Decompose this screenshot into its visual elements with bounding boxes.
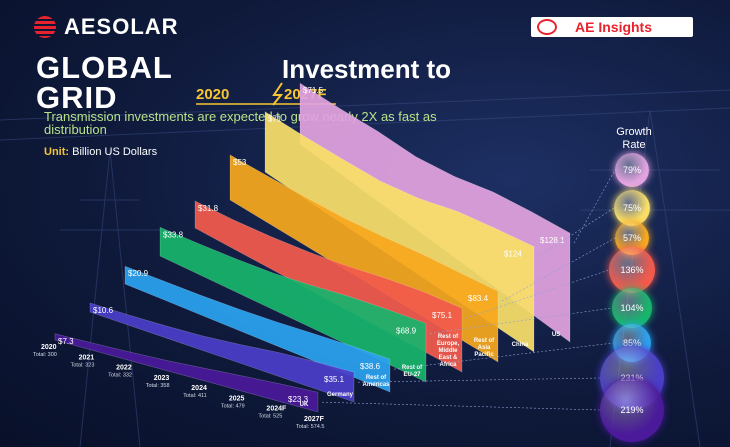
series-name-label: Rest of EU-27 [402,365,423,378]
growth-rate-ball: 75% [614,190,650,226]
growth-rate-title: Growth Rate [616,126,652,151]
insights-icon [537,19,557,35]
series-name-label: US [552,332,560,338]
growth-rate-ball: 79% [615,153,649,187]
end-value-label: $35.1 [324,375,345,384]
series-name-label: Rest of Europe, Middle East & Africa [437,334,460,368]
growth-rate-ball: 219% [600,378,664,442]
badge-label: AE Insights [575,19,653,35]
start-value-label: $20.9 [128,269,149,278]
growth-connector-line [465,269,610,319]
x-total-label: Total: 300 [33,352,57,358]
unit-label: Unit: [44,146,70,158]
series-germany: $10.6 $35.1 Germany [89,302,355,403]
x-total-label: Total: 358 [146,383,170,389]
growth-rate-ball: 136% [609,247,655,293]
growth-connector-line [501,237,616,302]
start-value-label: $33.8 [163,230,184,239]
brand-logo: AESOLAR [34,14,179,40]
start-value-label: $31.8 [198,204,219,213]
x-total-label: Total: 574.5 [296,424,324,430]
unit-line: Unit: Billion US Dollars [44,146,157,158]
x-tick-label: 2021 [79,354,95,361]
title-year-start: 2020 [196,86,230,103]
end-value-label: $68.9 [396,326,417,335]
end-value-label: $83.4 [468,294,489,303]
series-name-label: Rest of Americas [362,375,390,388]
x-tick-label: 2022 [116,365,132,372]
start-value-label: $53 [233,158,247,167]
title-grid: GRID [36,80,118,115]
series-area-rest-of-americas [124,265,391,393]
x-tick-label: 2024 [191,385,207,392]
x-total-label: Total: 332 [108,373,132,379]
series-area-germany [89,302,355,403]
series-name-label: Rest of Asia Pacific [474,338,495,358]
growth-connector-line [393,342,614,370]
x-total-label: Total: 525 [258,414,282,420]
title-investment: Investment to [282,54,452,84]
series-name-label: China [512,342,529,348]
series-name-label: Germany [327,392,354,398]
growth-connector-line [537,207,615,257]
series-name-label: UK [300,402,309,408]
series-uk: $7.3 $23.3UK [54,333,319,413]
x-tick-label: 2027F [304,416,325,423]
x-tick-label: 2025 [229,395,245,402]
ae-insights-badge: AE Insights [531,17,693,37]
end-value-label: $38.6 [360,362,381,371]
start-value-label: $71.5 [303,86,324,95]
brand-name: AESOLAR [64,14,179,39]
growth-connector-line [357,377,601,383]
end-value-label: $124 [504,250,522,259]
x-total-label: Total: 479 [221,403,245,409]
growth-rate-ball: 104% [612,288,652,328]
growth-connector-line [573,169,616,244]
end-value-label: $23.3 [288,395,309,404]
unit-value: Billion US Dollars [72,146,158,158]
end-value-label: $75.1 [432,311,453,320]
growth-connector-line [429,307,613,334]
start-value-label: $10.6 [93,306,114,315]
series-area-rest-of-eu-27 [159,226,427,383]
title-global: GLOBAL [36,50,173,85]
start-value-label: $7.3 [58,337,74,346]
x-total-label: Total: 411 [183,393,206,399]
start-value-label: $71 [268,115,282,124]
series-rest-of-americas: $20.9 $38.6 Rest of Americas [124,265,391,393]
x-tick-label: 2024F [266,406,287,413]
x-tick-label: 2023 [154,375,170,382]
series-area-uk [54,333,319,413]
x-tick-label: 2020 [41,344,57,351]
sun-logo-icon [34,16,56,38]
end-value-label: $128.1 [540,236,565,245]
series-rest-of-eu-27: $33.8 $68.9 Rest of EU-27 [159,226,427,383]
lightning-icon [272,82,284,106]
x-total-label: Total: 323 [71,362,95,368]
growth-connector-line [321,401,601,411]
